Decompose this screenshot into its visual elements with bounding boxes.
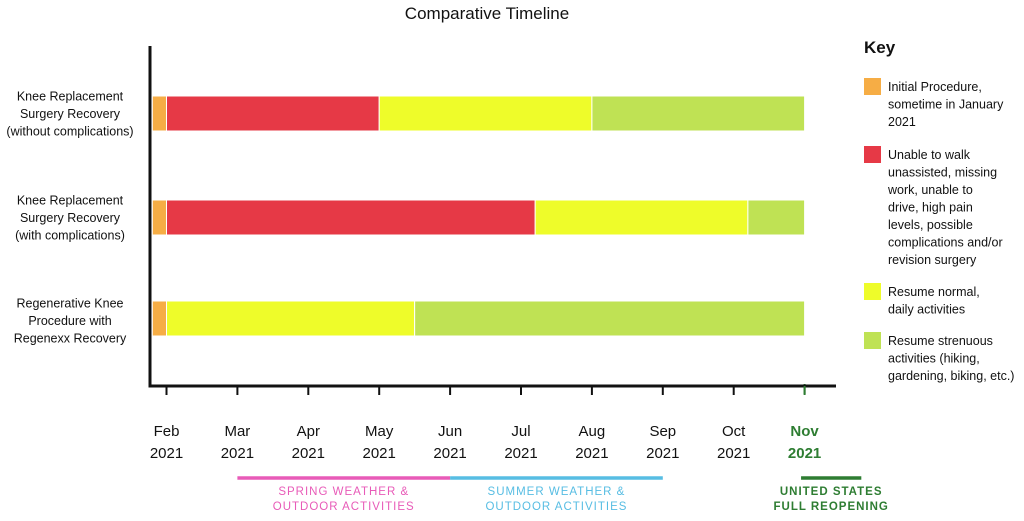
legend-label: Resume normal, daily activities [888,285,980,317]
x-ticks-group: Feb 2021 Mar 2021 Apr 2021 May 2021 Jun 2021 Jul 20… [150,386,821,462]
bar-segment [151,199,168,236]
x-tick-label: Aug 2021 [575,423,608,462]
bars-group [151,95,806,337]
bar-segment [151,300,168,337]
x-tick-label: Mar 2021 [221,423,254,462]
bar-segment [534,199,749,236]
legend-swatch [864,283,881,300]
category-label: Regenerative Knee Procedure with Regenexx … [14,297,127,346]
x-tick-label: Sep 2021 [646,423,679,462]
legend-label: Unable to walk unassisted, missing work, u… [887,148,1003,267]
legend: Key Initial Procedure, sometime in Januar… [864,38,1014,383]
legend-swatch [864,78,881,95]
axes-group [148,46,836,388]
legend-swatch [864,332,881,349]
annotation-bands-group: SPRING WEATHER & OUTDOOR ACTIVITIES SUMMER… [237,476,888,513]
legend-title: Key [864,38,896,57]
bar-segment [151,95,168,132]
x-tick-label: Jun 2021 [433,423,466,462]
x-tick-label: Nov 2021 [788,423,821,462]
bar-segment [166,95,380,132]
annotation-label: SPRING WEATHER & OUTDOOR ACTIVITIES [273,486,415,513]
legend-label: Initial Procedure, sometime in January 202… [888,80,1004,129]
category-labels-group: Knee Replacement Surgery Recovery (without… [6,90,133,346]
x-tick-label: May 2021 [363,423,396,462]
x-tick-label: Apr 2021 [292,423,325,462]
legend-swatch [864,146,881,163]
x-tick-label: Feb 2021 [150,423,183,462]
category-label: Knee Replacement Surgery Recovery (with co… [15,194,125,243]
bar-segment [747,199,806,236]
annotation-label: UNITED STATES FULL REOPENING [773,486,888,513]
bar-segment [414,300,806,337]
bar-segment [166,300,416,337]
bar-segment [378,95,593,132]
annotation-label: SUMMER WEATHER & OUTDOOR ACTIVITIES [485,486,627,513]
legend-label: Resume strenuous activities (hiking, garde… [888,334,1014,383]
bar-segment [166,199,536,236]
bar-segment [591,95,806,132]
x-tick-label: Oct 2021 [717,423,750,462]
x-tick-label: Jul 2021 [504,423,537,462]
chart-title: Comparative Timeline [405,4,569,23]
category-label: Knee Replacement Surgery Recovery (without… [6,90,133,139]
